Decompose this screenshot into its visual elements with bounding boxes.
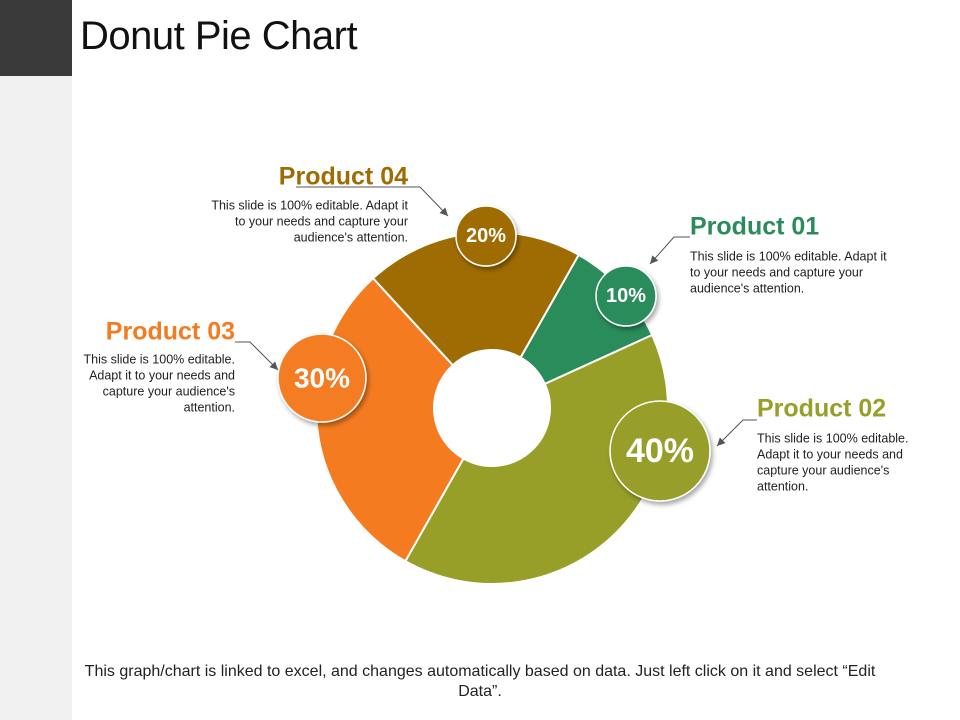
product-description-1-line-3: audience's attention. [690, 281, 804, 295]
product-description-4-line-2: to your needs and capture your [235, 214, 408, 228]
percent-label-1: 10% [606, 285, 646, 307]
product-description-2-line-4: attention. [757, 479, 808, 493]
product-description-3-line-4: attention. [184, 400, 235, 414]
left-accent-block [0, 0, 72, 76]
connector-arrow-1 [650, 255, 659, 264]
connector-line-4 [296, 186, 449, 217]
donut-slice-4[interactable] [371, 231, 581, 367]
connector-line-1 [649, 236, 690, 265]
percent-label-3: 30% [294, 363, 350, 394]
footer-note: This graph/chart is linked to excel, and… [84, 663, 876, 700]
connector-arrow-2 [717, 437, 726, 446]
percent-label-2: 40% [626, 432, 694, 470]
product-description-3-line-1: This slide is 100% editable. [84, 352, 235, 366]
percent-badge-2 [609, 400, 711, 502]
percent-badge-3 [277, 333, 367, 423]
connector-arrow-3 [269, 361, 278, 370]
product-description-2-line-3: capture your audience's [757, 463, 889, 477]
product-description-1-line-2: to your needs and capture your [690, 265, 863, 279]
product-description-1-line-1: This slide is 100% editable. Adapt it [690, 249, 887, 263]
product-description-3-line-2: Adapt it to your needs and [89, 368, 235, 382]
product-name-1: Product 01 [690, 213, 819, 241]
product-description-3-line-3: capture your audience's [103, 384, 235, 398]
product-name-3: Product 03 [106, 318, 235, 346]
connector-line-3 [235, 341, 279, 371]
product-description-2-line-1: This slide is 100% editable. [757, 431, 908, 445]
left-accent-strip [0, 0, 72, 720]
product-description-4-line-3: audience's attention. [294, 230, 408, 244]
product-description-2-line-2: Adapt it to your needs and [757, 447, 903, 461]
percent-label-4: 20% [466, 225, 506, 247]
page-title: Donut Pie Chart [80, 14, 358, 58]
connector-line-2 [716, 419, 757, 447]
connector-arrow-4 [439, 207, 448, 216]
product-description-4-line-1: This slide is 100% editable. Adapt it [211, 198, 408, 212]
percent-badge-4 [455, 205, 517, 267]
product-name-4: Product 04 [279, 163, 408, 191]
product-name-2: Product 02 [757, 395, 886, 423]
percent-badge-1 [595, 265, 657, 327]
